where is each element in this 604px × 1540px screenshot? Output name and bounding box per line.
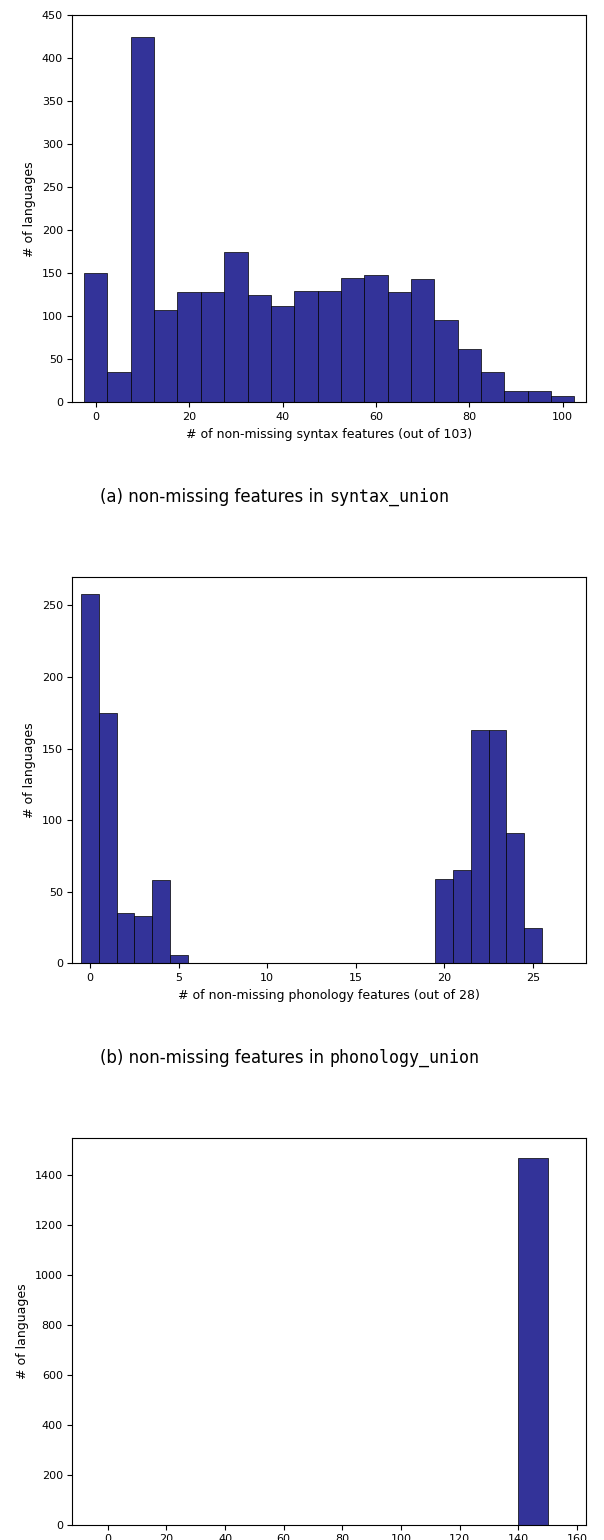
Bar xyxy=(318,291,341,402)
Bar xyxy=(201,293,224,402)
Bar xyxy=(518,1158,548,1525)
Bar xyxy=(271,306,294,402)
Bar xyxy=(178,293,201,402)
Bar xyxy=(434,320,458,402)
Bar xyxy=(524,927,542,964)
Bar xyxy=(458,350,481,402)
Text: phonology_union: phonology_union xyxy=(329,1049,479,1067)
Text: syntax_union: syntax_union xyxy=(329,488,449,505)
X-axis label: # of non-missing syntax features (out of 103): # of non-missing syntax features (out of… xyxy=(186,428,472,440)
Bar xyxy=(471,730,489,964)
Bar xyxy=(84,274,108,402)
Bar xyxy=(364,276,388,402)
Bar xyxy=(108,373,131,402)
Bar xyxy=(481,373,504,402)
Bar xyxy=(435,879,453,964)
Bar xyxy=(99,713,117,964)
Y-axis label: # of languages: # of languages xyxy=(23,722,36,818)
Bar xyxy=(504,391,527,402)
Bar xyxy=(248,294,271,402)
Bar xyxy=(453,870,471,964)
Bar xyxy=(506,833,524,964)
Bar xyxy=(341,277,364,402)
Bar xyxy=(135,916,152,964)
Bar xyxy=(152,881,170,964)
Bar xyxy=(388,293,411,402)
Bar xyxy=(527,391,551,402)
Bar xyxy=(411,279,434,402)
Bar xyxy=(154,310,178,402)
Bar xyxy=(131,37,154,402)
Bar xyxy=(294,291,318,402)
Bar xyxy=(224,253,248,402)
Bar xyxy=(489,730,506,964)
Bar xyxy=(170,955,188,964)
Text: (a) non-missing features in: (a) non-missing features in xyxy=(100,488,329,505)
X-axis label: # of non-missing phonology features (out of 28): # of non-missing phonology features (out… xyxy=(178,989,480,1001)
Y-axis label: # of languages: # of languages xyxy=(16,1283,29,1378)
Bar xyxy=(117,913,135,964)
Y-axis label: # of languages: # of languages xyxy=(23,162,36,257)
Bar xyxy=(551,396,574,402)
Text: (b) non-missing features in: (b) non-missing features in xyxy=(100,1049,329,1067)
Bar xyxy=(82,594,99,964)
